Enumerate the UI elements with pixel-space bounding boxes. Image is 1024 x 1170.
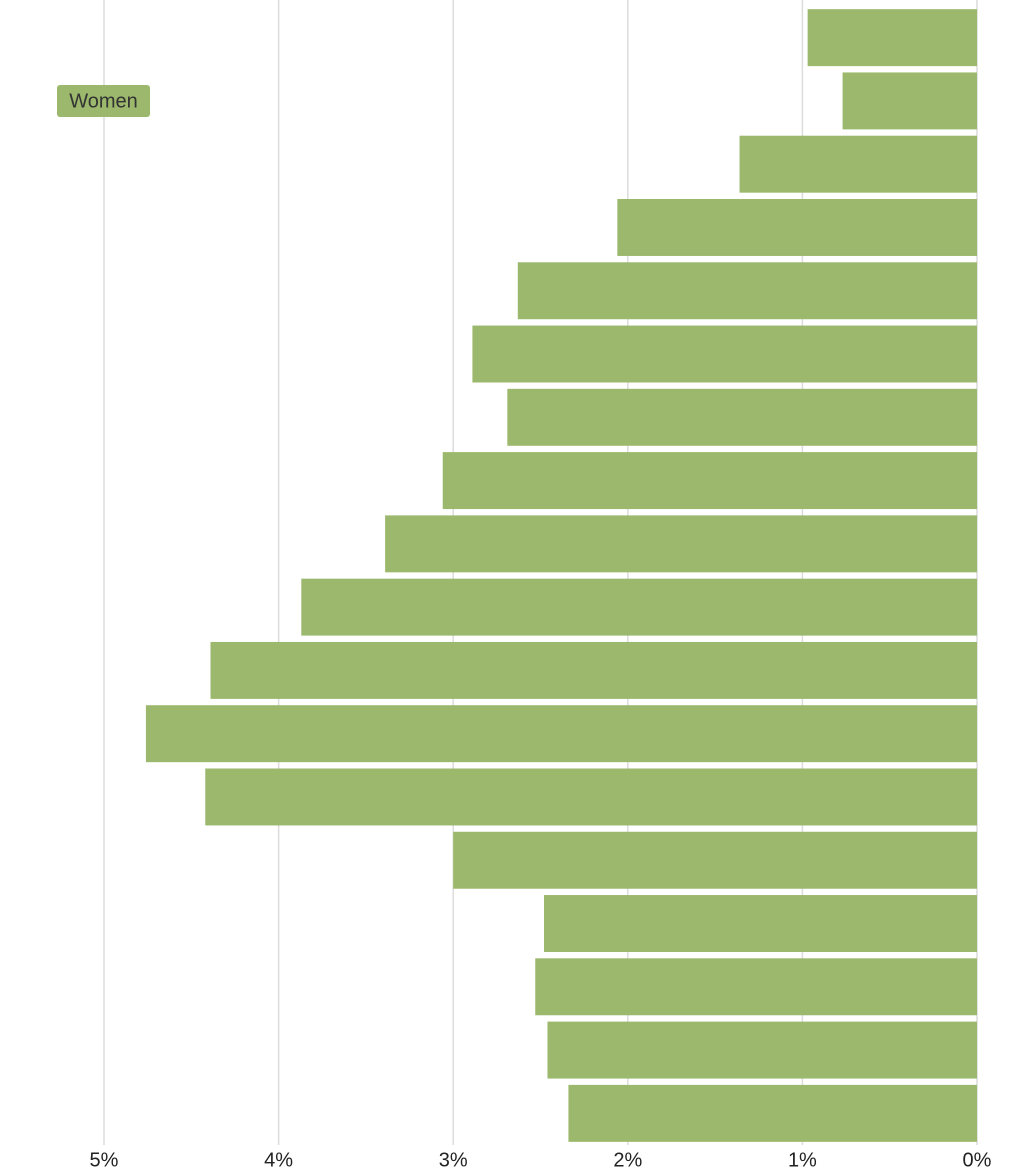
x-tick-label: 4% — [264, 1149, 293, 1170]
bar — [535, 958, 977, 1016]
bar — [453, 831, 977, 889]
bar — [842, 72, 977, 130]
legend-box — [57, 85, 150, 117]
bar — [807, 9, 977, 67]
legend-label: Women — [69, 90, 138, 112]
bar — [739, 135, 977, 193]
bar — [507, 388, 977, 446]
bar — [385, 515, 978, 573]
bar — [442, 452, 977, 510]
bar — [543, 895, 977, 953]
bar — [617, 198, 977, 256]
x-tick-label: 2% — [613, 1149, 642, 1170]
bar — [547, 1021, 977, 1079]
legend: Women — [57, 85, 150, 117]
x-tick-label: 0% — [963, 1149, 992, 1170]
x-tick-label: 1% — [788, 1149, 817, 1170]
bar — [205, 768, 977, 826]
x-tick-label: 5% — [90, 1149, 119, 1170]
bar — [301, 578, 978, 636]
bar — [568, 1084, 977, 1142]
x-tick-label: 3% — [439, 1149, 468, 1170]
bar — [472, 325, 977, 383]
bar — [145, 705, 978, 763]
bar — [210, 641, 978, 699]
bar — [517, 262, 977, 320]
